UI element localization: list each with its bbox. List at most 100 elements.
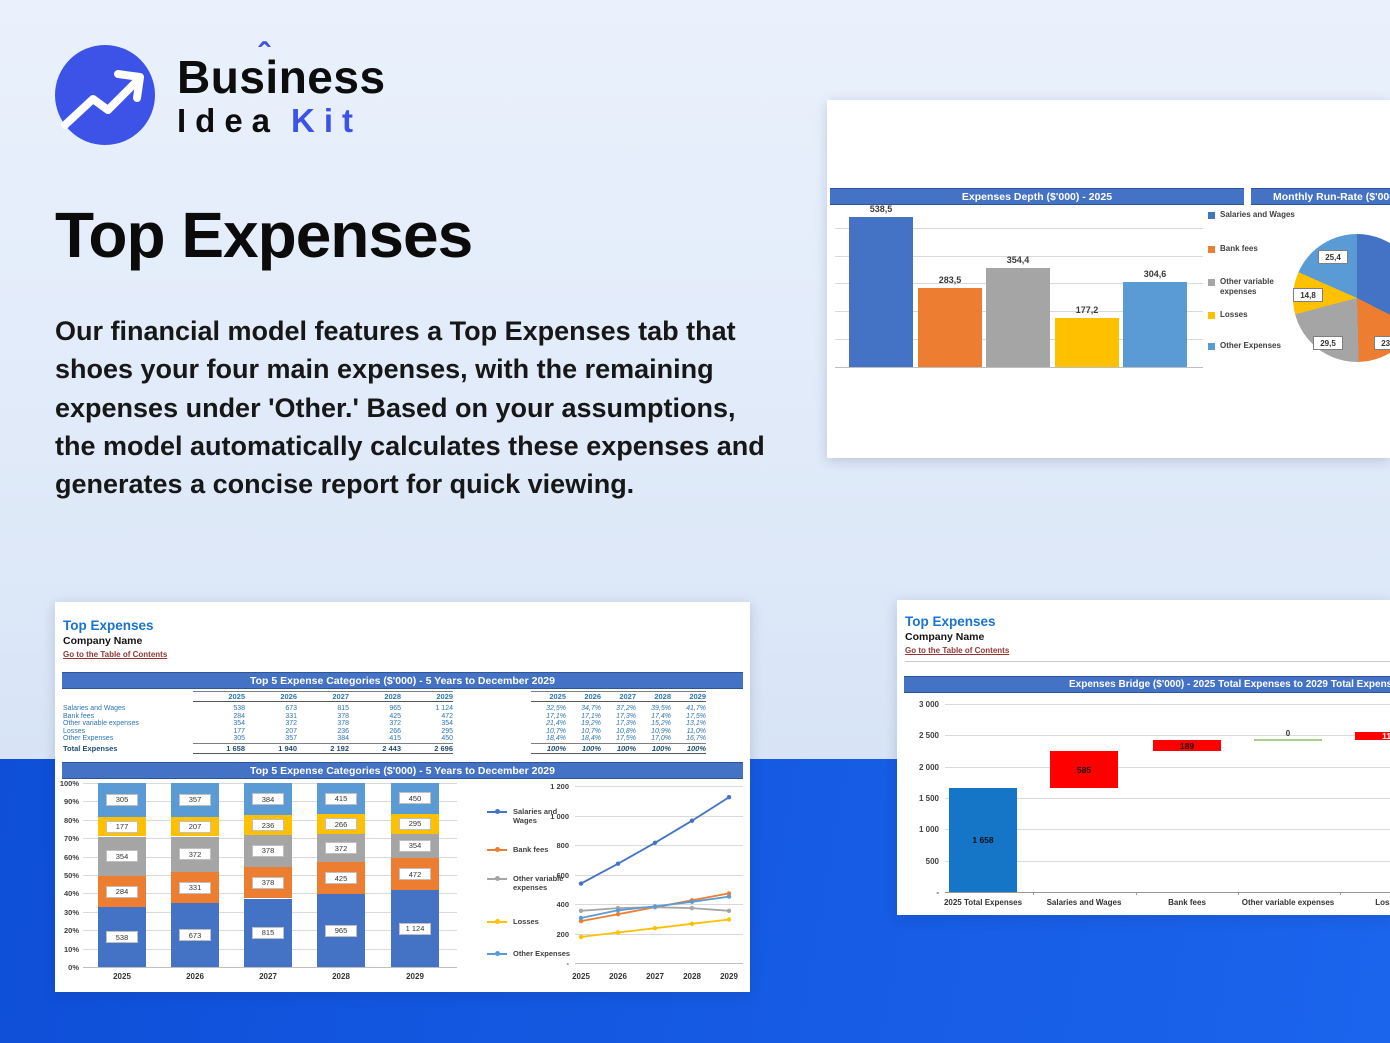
- x-tick-label: Salaries and Wages: [1046, 898, 1122, 907]
- y-tick-label: -: [936, 888, 939, 897]
- hero-description: Our financial model features a Top Expen…: [55, 316, 765, 500]
- stacked-chart-title-bar: Top 5 Expense Categories ($'000) - 5 Yea…: [62, 762, 743, 779]
- bar-salaries-and-wages: [849, 217, 913, 367]
- depth-chart-title-bar: Expenses Depth ($'000) - 2025: [830, 188, 1244, 205]
- point-salaries-and-wages: [689, 818, 695, 823]
- legend-marker-icon: [495, 876, 500, 881]
- legend-label: Salaries and Wages: [1220, 210, 1295, 219]
- legend-label: Losses: [513, 917, 539, 926]
- sheet-company-name: Company Name: [63, 635, 143, 647]
- brand-name: Busi ˆ ness Idea Kit: [177, 36, 386, 139]
- y-tick-label: 800: [556, 841, 569, 850]
- point-losses: [726, 917, 732, 922]
- waterfall-bar-losses: [1355, 732, 1390, 740]
- legend-swatch-icon: [1208, 279, 1215, 286]
- legend-swatch-icon: [1208, 312, 1215, 319]
- table-total-row: Total Expenses 1 658 1 940 2 192 2 443 2 696 1…: [63, 742, 706, 754]
- y-tick-label: 10%: [63, 944, 79, 954]
- point-salaries-and-wages: [578, 881, 584, 886]
- point-losses: [689, 921, 695, 926]
- y-tick-label: 90%: [63, 797, 79, 807]
- legend-item-losses: Losses: [487, 917, 573, 945]
- y-tick-label: 100%: [59, 779, 79, 788]
- table-row-other-expenses: Other Expenses 305 357 384 415 450 18,4% 18,4% 1…: [63, 735, 706, 743]
- table-row-other-variable-expenses: Other variable expenses 354 372 378 372 354 21…: [63, 720, 706, 728]
- legend-label: Salaries and Wages: [513, 807, 558, 826]
- segment-value-label: 266: [325, 818, 357, 831]
- y-tick-label: 30%: [63, 907, 79, 917]
- table-of-contents-link[interactable]: Go to the Table of Contents: [905, 646, 1010, 655]
- table-of-contents-link[interactable]: Go to the Table of Contents: [63, 650, 168, 659]
- x-tick-label: 2025: [113, 972, 131, 981]
- legend-marker-icon: [495, 809, 500, 814]
- segment-value-label: 415: [325, 792, 357, 805]
- segment-value-label: 815: [252, 926, 284, 939]
- axis-tick: [1136, 892, 1137, 895]
- runrate-chart-title-bar: Monthly Run-Rate ($'000) - 2025: [1251, 188, 1390, 205]
- line-salaries-and-wages: [580, 796, 730, 885]
- legend-label: Other Expenses: [1220, 341, 1281, 350]
- legend-item-losses: Losses: [1208, 310, 1318, 340]
- bar-value-label: 538,5: [869, 204, 893, 214]
- sheet-company-name: Company Name: [905, 631, 985, 643]
- legend-marker-icon: [495, 951, 500, 956]
- legend-swatch-icon: [1208, 343, 1215, 350]
- gridline: [83, 967, 457, 968]
- legend-item-other-variable-expenses: Other variable expenses: [1208, 277, 1318, 307]
- page-title: Top Expenses: [55, 199, 473, 271]
- point-losses: [578, 934, 584, 940]
- segment-value-label: 673: [179, 929, 211, 942]
- y-tick-label: 400: [556, 900, 569, 909]
- waterfall-bar-bank-fees: [1153, 739, 1221, 752]
- step-value-label: 118: [1382, 730, 1390, 741]
- x-tick-label: 2026: [186, 972, 204, 981]
- legend-swatch-icon: [1208, 246, 1215, 253]
- y-tick-label: 1 000: [550, 811, 569, 821]
- point-other-expenses: [615, 908, 621, 913]
- brand-logo-icon: [55, 45, 155, 145]
- segment-value-label: 354: [399, 839, 431, 852]
- gridline: [575, 845, 743, 846]
- pie-label-other-variable-expenses: 29,5: [1313, 336, 1343, 350]
- y-tick-label: 200: [556, 929, 569, 939]
- line-other-expenses: [580, 895, 730, 919]
- y-tick-label: 70%: [63, 834, 79, 844]
- expenses-bridge-screenshot: Top Expenses Company Name Go to the Tabl…: [897, 600, 1390, 915]
- table-row-salaries-and-wages: Salaries and Wages 538 673 815 965 1 124 32,5%…: [63, 705, 706, 713]
- brand-name-line1: Busi ˆ ness: [177, 36, 386, 103]
- pie-label-bank-fees: 23,6: [1374, 336, 1390, 350]
- point-other-expenses: [578, 915, 584, 921]
- point-other-variable-expenses: [578, 908, 584, 913]
- point-other-variable-expenses: [615, 905, 621, 911]
- y-tick-label: 1 200: [550, 782, 569, 791]
- brand-name-line2: Idea Kit: [177, 101, 363, 139]
- gridline: [945, 829, 1390, 831]
- segment-value-label: 357: [179, 793, 211, 806]
- x-tick-label: Other variable expenses: [1241, 898, 1335, 907]
- gridline: [575, 786, 743, 787]
- segment-value-label: 295: [399, 817, 431, 830]
- legend-label: Other Expenses: [513, 949, 571, 958]
- legend-label: Other variable expenses: [513, 874, 564, 893]
- growth-arrow-icon: [55, 45, 155, 145]
- x-tick-label: 2028: [332, 972, 350, 981]
- legend-item-other-expenses: Other Expenses: [1208, 341, 1318, 371]
- segment-value-label: 384: [252, 793, 284, 806]
- y-tick-label: 50%: [63, 871, 79, 880]
- segment-value-label: 236: [252, 819, 284, 832]
- point-bank-fees: [615, 912, 621, 917]
- legend-marker-icon: [495, 847, 500, 852]
- bar-value-label: 283,5: [938, 275, 962, 285]
- expense-table: 2025 2026 2027 2028 2029 2025 2026 2027 2028 2029…: [63, 690, 744, 754]
- sheet-title: Top Expenses: [63, 618, 154, 633]
- gridline: [945, 704, 1390, 705]
- y-tick-label: 2 500: [918, 731, 939, 741]
- x-tick-label: Losses: [1375, 898, 1390, 907]
- y-tick-label: 60%: [63, 852, 79, 862]
- table-title-bar: Top 5 Expense Categories ($'000) - 5 Yea…: [62, 672, 743, 689]
- legend-item-salaries-and-wages: Salaries and Wages: [487, 807, 573, 835]
- point-other-expenses: [726, 894, 732, 899]
- gridline: [575, 904, 743, 905]
- point-bank-fees: [652, 905, 658, 910]
- axis-tick: [1033, 892, 1034, 895]
